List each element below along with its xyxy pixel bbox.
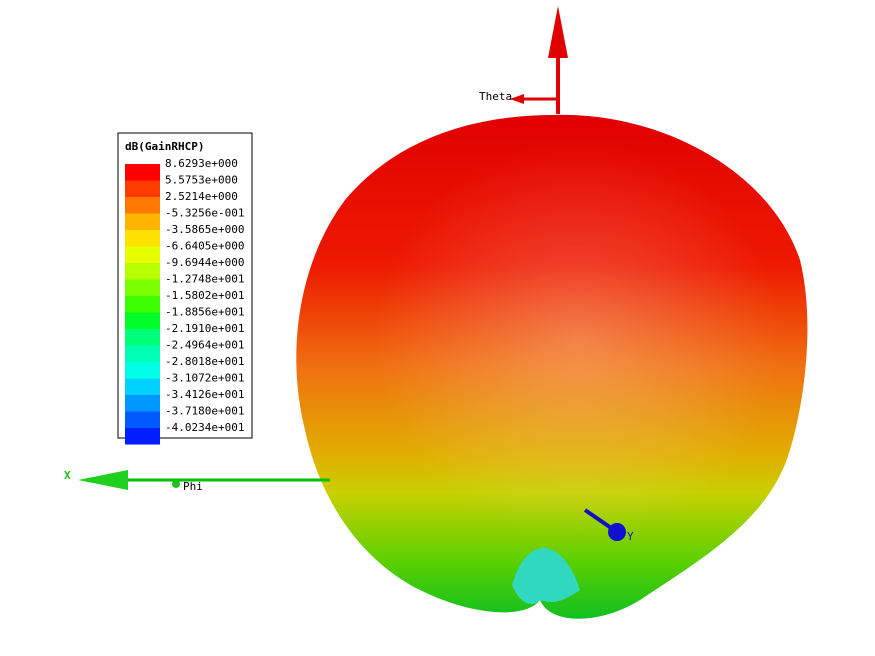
- legend-swatch: [125, 213, 160, 230]
- legend-label: -2.8018e+001: [165, 355, 244, 368]
- legend-label: -3.1072e+001: [165, 372, 244, 385]
- legend-swatch: [125, 345, 160, 362]
- phi-label: Phi: [183, 480, 203, 493]
- legend-swatch: [125, 411, 160, 428]
- legend-label: -5.3256e-001: [165, 207, 244, 220]
- legend-label: -2.4964e+001: [165, 339, 244, 352]
- legend-swatch: [125, 197, 160, 214]
- x-axis-label: X: [64, 469, 71, 482]
- legend-swatch: [125, 296, 160, 313]
- legend-label: -1.8856e+001: [165, 306, 244, 319]
- legend-label: 2.5214e+000: [165, 190, 238, 203]
- legend-swatch: [125, 164, 160, 181]
- legend-swatch: [125, 378, 160, 395]
- pattern-null: [512, 548, 580, 605]
- legend-swatch: [125, 329, 160, 346]
- legend-swatch: [125, 395, 160, 412]
- legend-label: -1.5802e+001: [165, 289, 244, 302]
- legend-swatch: [125, 230, 160, 247]
- legend-label: -1.2748e+001: [165, 273, 244, 286]
- theta-label: Theta: [479, 90, 512, 103]
- legend-label: -6.6405e+000: [165, 240, 244, 253]
- legend-label: 8.6293e+000: [165, 157, 238, 170]
- legend-swatch: [125, 180, 160, 197]
- legend-title: dB(GainRHCP): [125, 140, 204, 153]
- y-axis-end: [608, 523, 626, 541]
- theta-arrowhead: [510, 94, 524, 104]
- legend-label: -4.0234e+001: [165, 421, 244, 434]
- legend-swatch: [125, 263, 160, 280]
- y-axis-label: Y: [627, 530, 634, 543]
- legend: dB(GainRHCP) 8.6293e+000 5.5753e+000 2.521…: [117, 132, 253, 445]
- legend-label: 5.5753e+000: [165, 174, 238, 187]
- legend-label: -3.4126e+001: [165, 388, 244, 401]
- z-arrowhead: [548, 6, 568, 58]
- legend-swatch: [125, 279, 160, 296]
- x-arrowhead: [78, 470, 128, 490]
- legend-swatch: [125, 428, 160, 445]
- legend-swatch: [125, 246, 160, 263]
- phi-marker: [172, 480, 180, 488]
- legend-swatch: [125, 362, 160, 379]
- legend-label: -2.1910e+001: [165, 322, 244, 335]
- legend-swatch: [125, 312, 160, 329]
- pattern-highlight: [296, 114, 808, 619]
- legend-label: -3.7180e+001: [165, 405, 244, 418]
- legend-label: -9.6944e+000: [165, 256, 244, 269]
- legend-label: -3.5865e+000: [165, 223, 244, 236]
